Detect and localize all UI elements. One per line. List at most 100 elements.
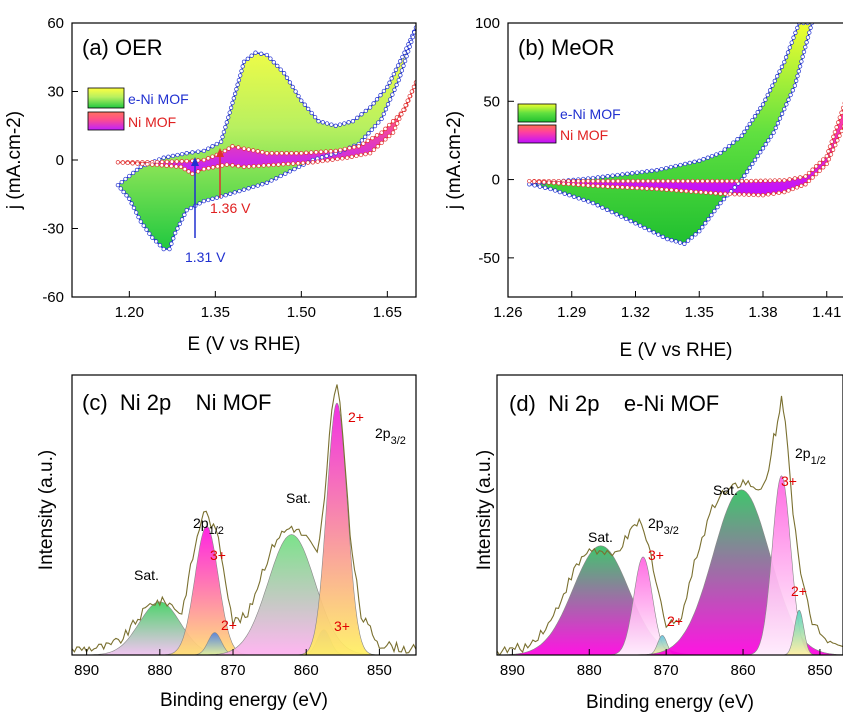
data-point [755, 153, 760, 159]
data-point [829, 139, 834, 144]
panel-d-sat-label-2: Sat. [713, 482, 738, 498]
xps-peak [296, 402, 379, 655]
x-tick-label: 860 [731, 662, 756, 679]
data-point [166, 154, 171, 159]
data-point [742, 129, 747, 134]
data-point [806, 170, 812, 176]
data-point [567, 193, 572, 198]
data-point [278, 173, 283, 179]
data-point [581, 197, 586, 203]
panel-d-2p32-label: 2p3/2 [648, 515, 679, 537]
data-point [241, 187, 247, 192]
data-point [786, 97, 791, 102]
data-point [625, 185, 630, 190]
data-point [794, 185, 800, 190]
data-point [576, 196, 581, 201]
data-point [701, 157, 706, 162]
data-point [147, 231, 152, 236]
data-point [320, 120, 325, 125]
data-point [210, 154, 215, 159]
data-point [784, 102, 789, 107]
annotation-1-31-v: 1.31 V [185, 249, 226, 265]
data-point [300, 160, 306, 166]
data-point [744, 178, 749, 184]
data-point [625, 171, 630, 176]
x-tick-label: 850 [367, 662, 392, 679]
data-point [835, 138, 840, 143]
y-tick-label: -30 [42, 221, 64, 238]
data-point [138, 219, 143, 224]
data-point [634, 185, 640, 191]
data-point [355, 115, 360, 120]
data-point [537, 184, 543, 189]
data-point [571, 194, 577, 199]
data-point [659, 187, 664, 192]
panel-c-y-axis-label: Intensity (a.u.) [36, 450, 57, 570]
data-point [245, 56, 250, 61]
data-point [273, 176, 279, 181]
data-point [369, 127, 374, 132]
data-point [634, 170, 640, 175]
xps-peak [497, 545, 712, 655]
data-point [585, 183, 591, 188]
data-point [685, 238, 691, 243]
legend-swatch-e-ni-mof [87, 87, 125, 109]
data-point [775, 74, 780, 79]
data-point [246, 186, 251, 191]
data-point [729, 178, 735, 184]
data-point [810, 175, 815, 180]
data-point [536, 179, 542, 185]
data-point [576, 178, 581, 184]
data-point [682, 241, 687, 246]
data-point [766, 192, 771, 197]
data-point [763, 142, 768, 147]
data-point [782, 106, 787, 112]
data-point [391, 71, 396, 77]
data-point [744, 125, 750, 131]
data-point [543, 185, 548, 190]
data-point [553, 188, 558, 193]
data-point [294, 151, 299, 156]
x-tick-label: 880 [147, 662, 172, 679]
data-point [790, 186, 795, 192]
data-point [665, 236, 670, 242]
data-point [810, 167, 815, 172]
data-point [238, 73, 243, 78]
data-point [637, 223, 643, 228]
data-point [703, 190, 708, 195]
data-point [387, 122, 392, 128]
data-point [182, 212, 187, 217]
data-point [821, 157, 826, 162]
data-point [223, 125, 228, 130]
panel-d-peak-3plus-b: 3+ [781, 473, 797, 489]
data-point [645, 178, 651, 184]
data-point [171, 236, 176, 241]
cv-markers-ni-mof [527, 101, 843, 198]
data-point [410, 34, 416, 40]
panel-c-peak-2plus-b: 2+ [348, 409, 364, 425]
data-point [605, 207, 610, 212]
x-tick-label: 860 [294, 662, 319, 679]
data-point [796, 69, 801, 74]
data-point [406, 49, 411, 54]
data-point [240, 64, 245, 69]
data-point [693, 232, 698, 237]
data-point [409, 39, 414, 45]
data-point [649, 168, 654, 173]
data-point [615, 178, 621, 184]
data-point [338, 147, 343, 153]
annotation-arrowhead-1-36 [216, 148, 224, 157]
data-point [595, 178, 601, 184]
data-point [295, 161, 301, 166]
data-point [290, 84, 295, 90]
data-point [226, 146, 231, 151]
data-point [121, 189, 126, 195]
data-point [123, 176, 128, 182]
data-point [283, 171, 288, 176]
data-point [201, 166, 207, 172]
xps-raw-spectrum [497, 395, 843, 655]
data-point [358, 152, 364, 158]
data-point [239, 68, 244, 74]
data-point [145, 162, 150, 167]
